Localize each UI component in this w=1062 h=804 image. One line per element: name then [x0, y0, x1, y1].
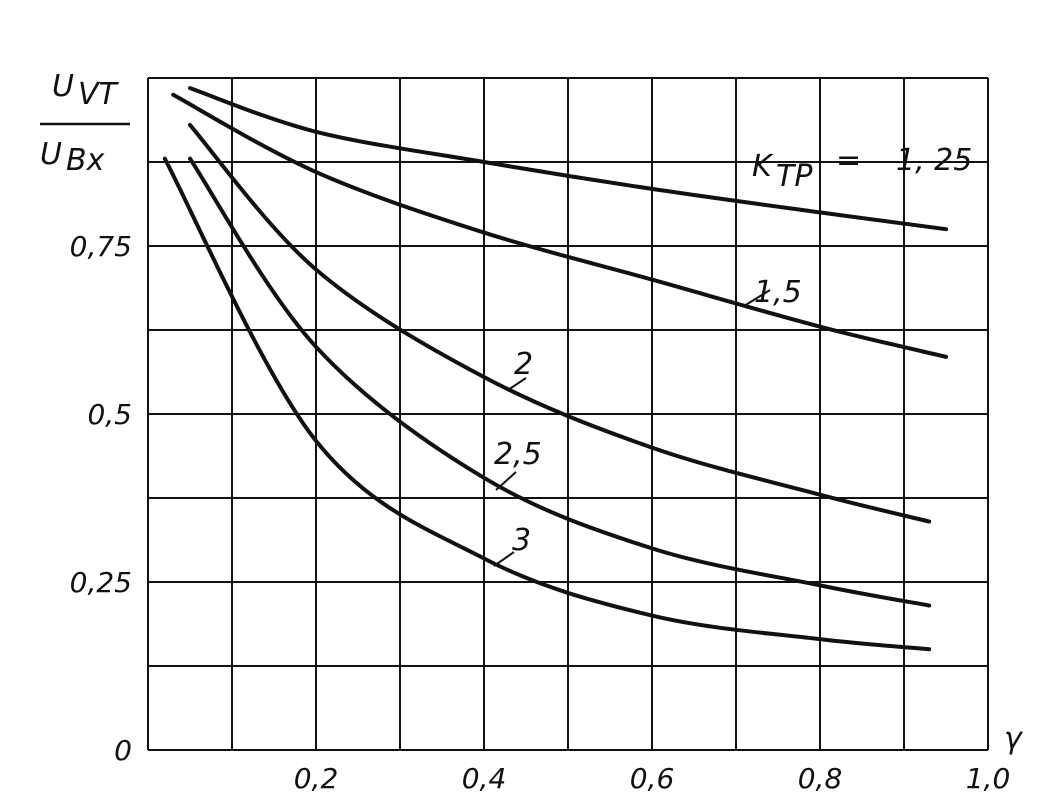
series-line-1	[188, 86, 948, 232]
x-axis-label: γ	[1004, 721, 1024, 756]
x-tick-label: 0,8	[798, 762, 843, 795]
series-labels: 1, 25 1,5 2 2,5 3	[494, 143, 972, 558]
y-tick-label: 0,5	[87, 398, 132, 431]
y-label-denominator-sub: Bx	[66, 143, 105, 178]
series-leader-4	[495, 471, 517, 491]
series-line-2	[171, 92, 948, 359]
y-label-denominator: U	[40, 137, 62, 172]
series-label-4: 2,5	[494, 437, 542, 472]
leaders	[493, 289, 771, 567]
y-label-numerator: U	[52, 69, 74, 104]
series-leader-3	[507, 377, 527, 391]
y-tick-labels: 0 0,25 0,5 0,75	[70, 230, 132, 767]
series-leader-2	[743, 289, 771, 307]
y-label-numerator-sub: VT	[78, 77, 120, 112]
series-label-prefix: K TP =	[752, 143, 861, 194]
y-axis-label: U VT U Bx	[40, 69, 130, 178]
x-tick-label: 0,4	[462, 762, 507, 795]
curves	[162, 86, 948, 652]
series-label-5: 3	[512, 523, 531, 558]
x-tick-labels: 0,2 0,4 0,6 0,8 1,0	[294, 762, 1011, 795]
y-tick-label: 0	[114, 734, 132, 767]
series-label-3: 2	[514, 347, 533, 382]
series-leader-5	[493, 551, 515, 567]
y-tick-label: 0,25	[70, 566, 132, 599]
x-tick-label: 0,2	[294, 762, 339, 795]
series-label-1: 1, 25	[896, 143, 972, 178]
series-label-equals: =	[836, 143, 861, 178]
y-tick-label: 0,75	[70, 230, 132, 263]
series-line-3	[188, 123, 932, 524]
series-line-5	[162, 156, 932, 652]
x-tick-label: 0,6	[630, 762, 675, 795]
series-label-k: K	[752, 149, 774, 184]
series-label-sub: TP	[776, 159, 813, 194]
x-tick-label: 1,0	[966, 762, 1011, 795]
grid	[147, 77, 989, 751]
series-label-2: 1,5	[754, 275, 802, 310]
series-line-4	[188, 156, 932, 608]
